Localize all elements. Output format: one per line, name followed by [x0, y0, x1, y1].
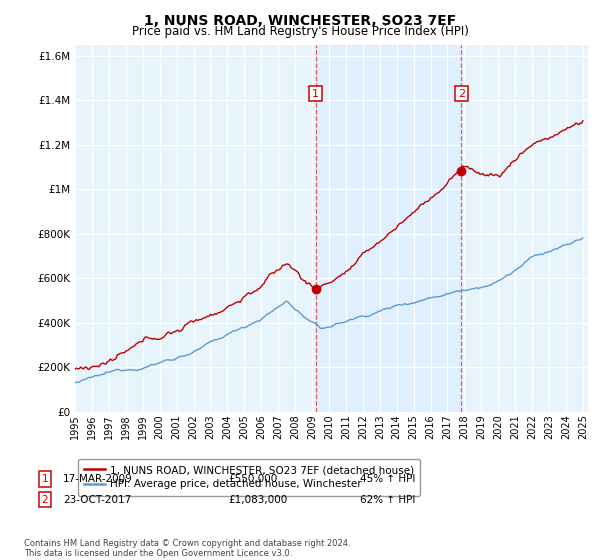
Text: 2: 2 [41, 494, 49, 505]
Legend: 1, NUNS ROAD, WINCHESTER, SO23 7EF (detached house), HPI: Average price, detache: 1, NUNS ROAD, WINCHESTER, SO23 7EF (deta… [77, 459, 421, 496]
Text: 62% ↑ HPI: 62% ↑ HPI [360, 494, 415, 505]
Text: £1,083,000: £1,083,000 [228, 494, 287, 505]
Text: Contains HM Land Registry data © Crown copyright and database right 2024.
This d: Contains HM Land Registry data © Crown c… [24, 539, 350, 558]
Text: Price paid vs. HM Land Registry's House Price Index (HPI): Price paid vs. HM Land Registry's House … [131, 25, 469, 38]
Text: 1, NUNS ROAD, WINCHESTER, SO23 7EF: 1, NUNS ROAD, WINCHESTER, SO23 7EF [144, 14, 456, 28]
Bar [316, 45, 461, 412]
Text: 1: 1 [312, 88, 319, 99]
Text: £550,000: £550,000 [228, 474, 277, 484]
Text: 23-OCT-2017: 23-OCT-2017 [63, 494, 131, 505]
Text: 2: 2 [458, 88, 465, 99]
Text: 17-MAR-2009: 17-MAR-2009 [63, 474, 133, 484]
Text: 45% ↑ HPI: 45% ↑ HPI [360, 474, 415, 484]
Text: 1: 1 [41, 474, 49, 484]
